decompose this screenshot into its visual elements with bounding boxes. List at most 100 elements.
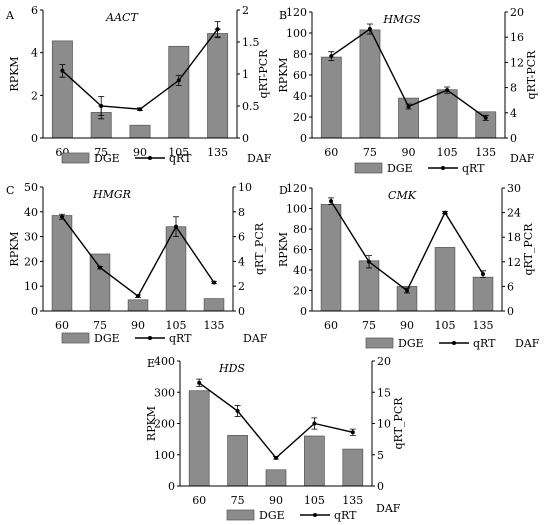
point-qrt-90 bbox=[406, 104, 411, 109]
panel-label: E bbox=[147, 357, 155, 370]
legend: DGE qRT bbox=[226, 509, 357, 522]
bar-dge-135 bbox=[472, 276, 494, 312]
point-qrt-75 bbox=[367, 27, 372, 32]
y2-tick-label: 8 bbox=[510, 82, 517, 95]
point-qrt-135 bbox=[483, 115, 488, 120]
y2-tick-label: 8 bbox=[238, 206, 245, 219]
x-tick-label: 60 bbox=[192, 494, 206, 507]
point-qrt-105 bbox=[176, 78, 181, 83]
legend-label-dge: DGE bbox=[398, 337, 424, 350]
y2-tick-label: 0 bbox=[510, 132, 517, 145]
y-tick-label: 400 bbox=[154, 355, 175, 368]
bar-dge-105 bbox=[434, 247, 456, 312]
y-tick-label: 4 bbox=[31, 47, 38, 60]
y2-tick-label: 4 bbox=[510, 107, 517, 120]
legend-marker-qrt bbox=[452, 341, 456, 345]
x-axis-label: DAF bbox=[515, 337, 540, 350]
x-tick-label: 75 bbox=[94, 146, 108, 159]
bar-dge-60 bbox=[188, 390, 210, 487]
bar-dge-90 bbox=[127, 299, 149, 312]
bar-dge-75 bbox=[227, 435, 248, 487]
legend-swatch-dge bbox=[365, 337, 394, 349]
point-qrt-75 bbox=[99, 104, 104, 108]
y2-tick-label: 1 bbox=[242, 68, 249, 81]
x-tick-label: 90 bbox=[133, 146, 147, 159]
y-tick-label: 80 bbox=[293, 223, 307, 236]
x-tick-label: 75 bbox=[362, 319, 376, 332]
line-qrt bbox=[61, 28, 219, 110]
y2-tick-label: 4 bbox=[238, 255, 245, 268]
y2-tick-label: 24 bbox=[507, 207, 521, 220]
bar-dge-75 bbox=[89, 253, 111, 312]
y-tick-label: 100 bbox=[286, 203, 307, 216]
legend-swatch-dge bbox=[61, 332, 90, 344]
point-qrt-90 bbox=[136, 294, 140, 299]
y-tick-label: 120 bbox=[286, 182, 307, 195]
y-tick-label: 60 bbox=[293, 244, 307, 257]
point-qrt-135 bbox=[481, 272, 485, 277]
bar-dge-60 bbox=[320, 56, 342, 139]
y2-tick-label: 10 bbox=[238, 181, 252, 194]
x-tick-label: 135 bbox=[473, 319, 494, 332]
point-qrt-90 bbox=[274, 455, 278, 460]
point-qrt-90 bbox=[138, 107, 142, 112]
chart-panel-d: D CMK 0 20 40 60 80 100 120 0 6 12 18 24 30 60 75 90 105 13… bbox=[277, 182, 540, 350]
x-axis-label: DAF bbox=[243, 332, 268, 345]
y-axis-label: RPKM bbox=[277, 57, 290, 92]
y-tick-label: 0 bbox=[300, 132, 307, 145]
y2-axis-label: qRT_PCR bbox=[253, 222, 266, 275]
x-tick-label: 105 bbox=[166, 319, 187, 332]
x-tick-label: 60 bbox=[324, 146, 338, 159]
bar-dge-105 bbox=[304, 435, 325, 487]
y2-axis-label: qRT_PCR bbox=[522, 223, 535, 276]
point-qrt-105 bbox=[445, 88, 450, 93]
y2-tick-label: 20 bbox=[510, 6, 524, 19]
x-tick-label: 60 bbox=[55, 319, 69, 332]
y2-axis-label: qRT-PCR bbox=[257, 49, 270, 99]
y-tick-label: 2 bbox=[31, 89, 38, 102]
point-qrt-75 bbox=[235, 409, 240, 413]
chart-title: HMGR bbox=[92, 188, 131, 201]
legend-label-qrt: qRT bbox=[169, 332, 192, 345]
x-tick-label: 90 bbox=[131, 319, 145, 332]
point-qrt-105 bbox=[443, 210, 447, 215]
chart-panel-e: E HDS 0 100 200 300 400 0 5 10 15 20 60 75 90 105 135 RPK… bbox=[145, 355, 405, 522]
y-tick-label: 20 bbox=[24, 255, 38, 268]
point-qrt-75 bbox=[367, 259, 371, 264]
panel-label: A bbox=[5, 9, 15, 22]
y-tick-label: 200 bbox=[154, 418, 175, 431]
y2-tick-label: 6 bbox=[238, 231, 245, 244]
y2-tick-label: 2 bbox=[238, 280, 245, 293]
panel-label: D bbox=[279, 184, 288, 197]
legend: DGE qRT bbox=[365, 337, 496, 350]
point-qrt-90 bbox=[405, 288, 409, 293]
y-tick-label: 0 bbox=[300, 305, 307, 318]
y2-axis-label: qRT_PCR bbox=[392, 397, 405, 450]
x-tick-label: 75 bbox=[93, 319, 107, 332]
y2-tick-label: 10 bbox=[377, 418, 391, 431]
chart-panel-c: C HMGR 0 10 20 30 40 50 0 2 4 6 8 10 60 75 90 105 135 RPKM q… bbox=[6, 181, 268, 345]
x-tick-label: 135 bbox=[207, 146, 228, 159]
legend: DGE qRT bbox=[61, 332, 192, 345]
x-tick-label: 105 bbox=[168, 146, 189, 159]
bar-dge-105 bbox=[436, 89, 458, 139]
y-axis-label: RPKM bbox=[8, 231, 21, 266]
y-tick-label: 0 bbox=[31, 132, 38, 145]
chart-title: CMK bbox=[388, 189, 417, 202]
legend-marker-qrt bbox=[313, 513, 317, 517]
legend-swatch-dge bbox=[354, 162, 383, 174]
point-qrt-105 bbox=[312, 421, 317, 426]
y2-tick-label: 0 bbox=[242, 132, 249, 145]
point-qrt-135 bbox=[212, 280, 216, 285]
bar-dge-105 bbox=[168, 45, 190, 139]
point-qrt-60 bbox=[329, 54, 334, 59]
legend-label-dge: DGE bbox=[94, 332, 120, 345]
legend: DGE qRT bbox=[354, 162, 485, 175]
y-tick-label: 40 bbox=[293, 264, 307, 277]
y2-tick-label: 18 bbox=[507, 231, 521, 244]
y-axis-label: RPKM bbox=[145, 406, 158, 441]
y2-tick-label: 6 bbox=[507, 280, 514, 293]
legend-label-dge: DGE bbox=[94, 152, 120, 165]
